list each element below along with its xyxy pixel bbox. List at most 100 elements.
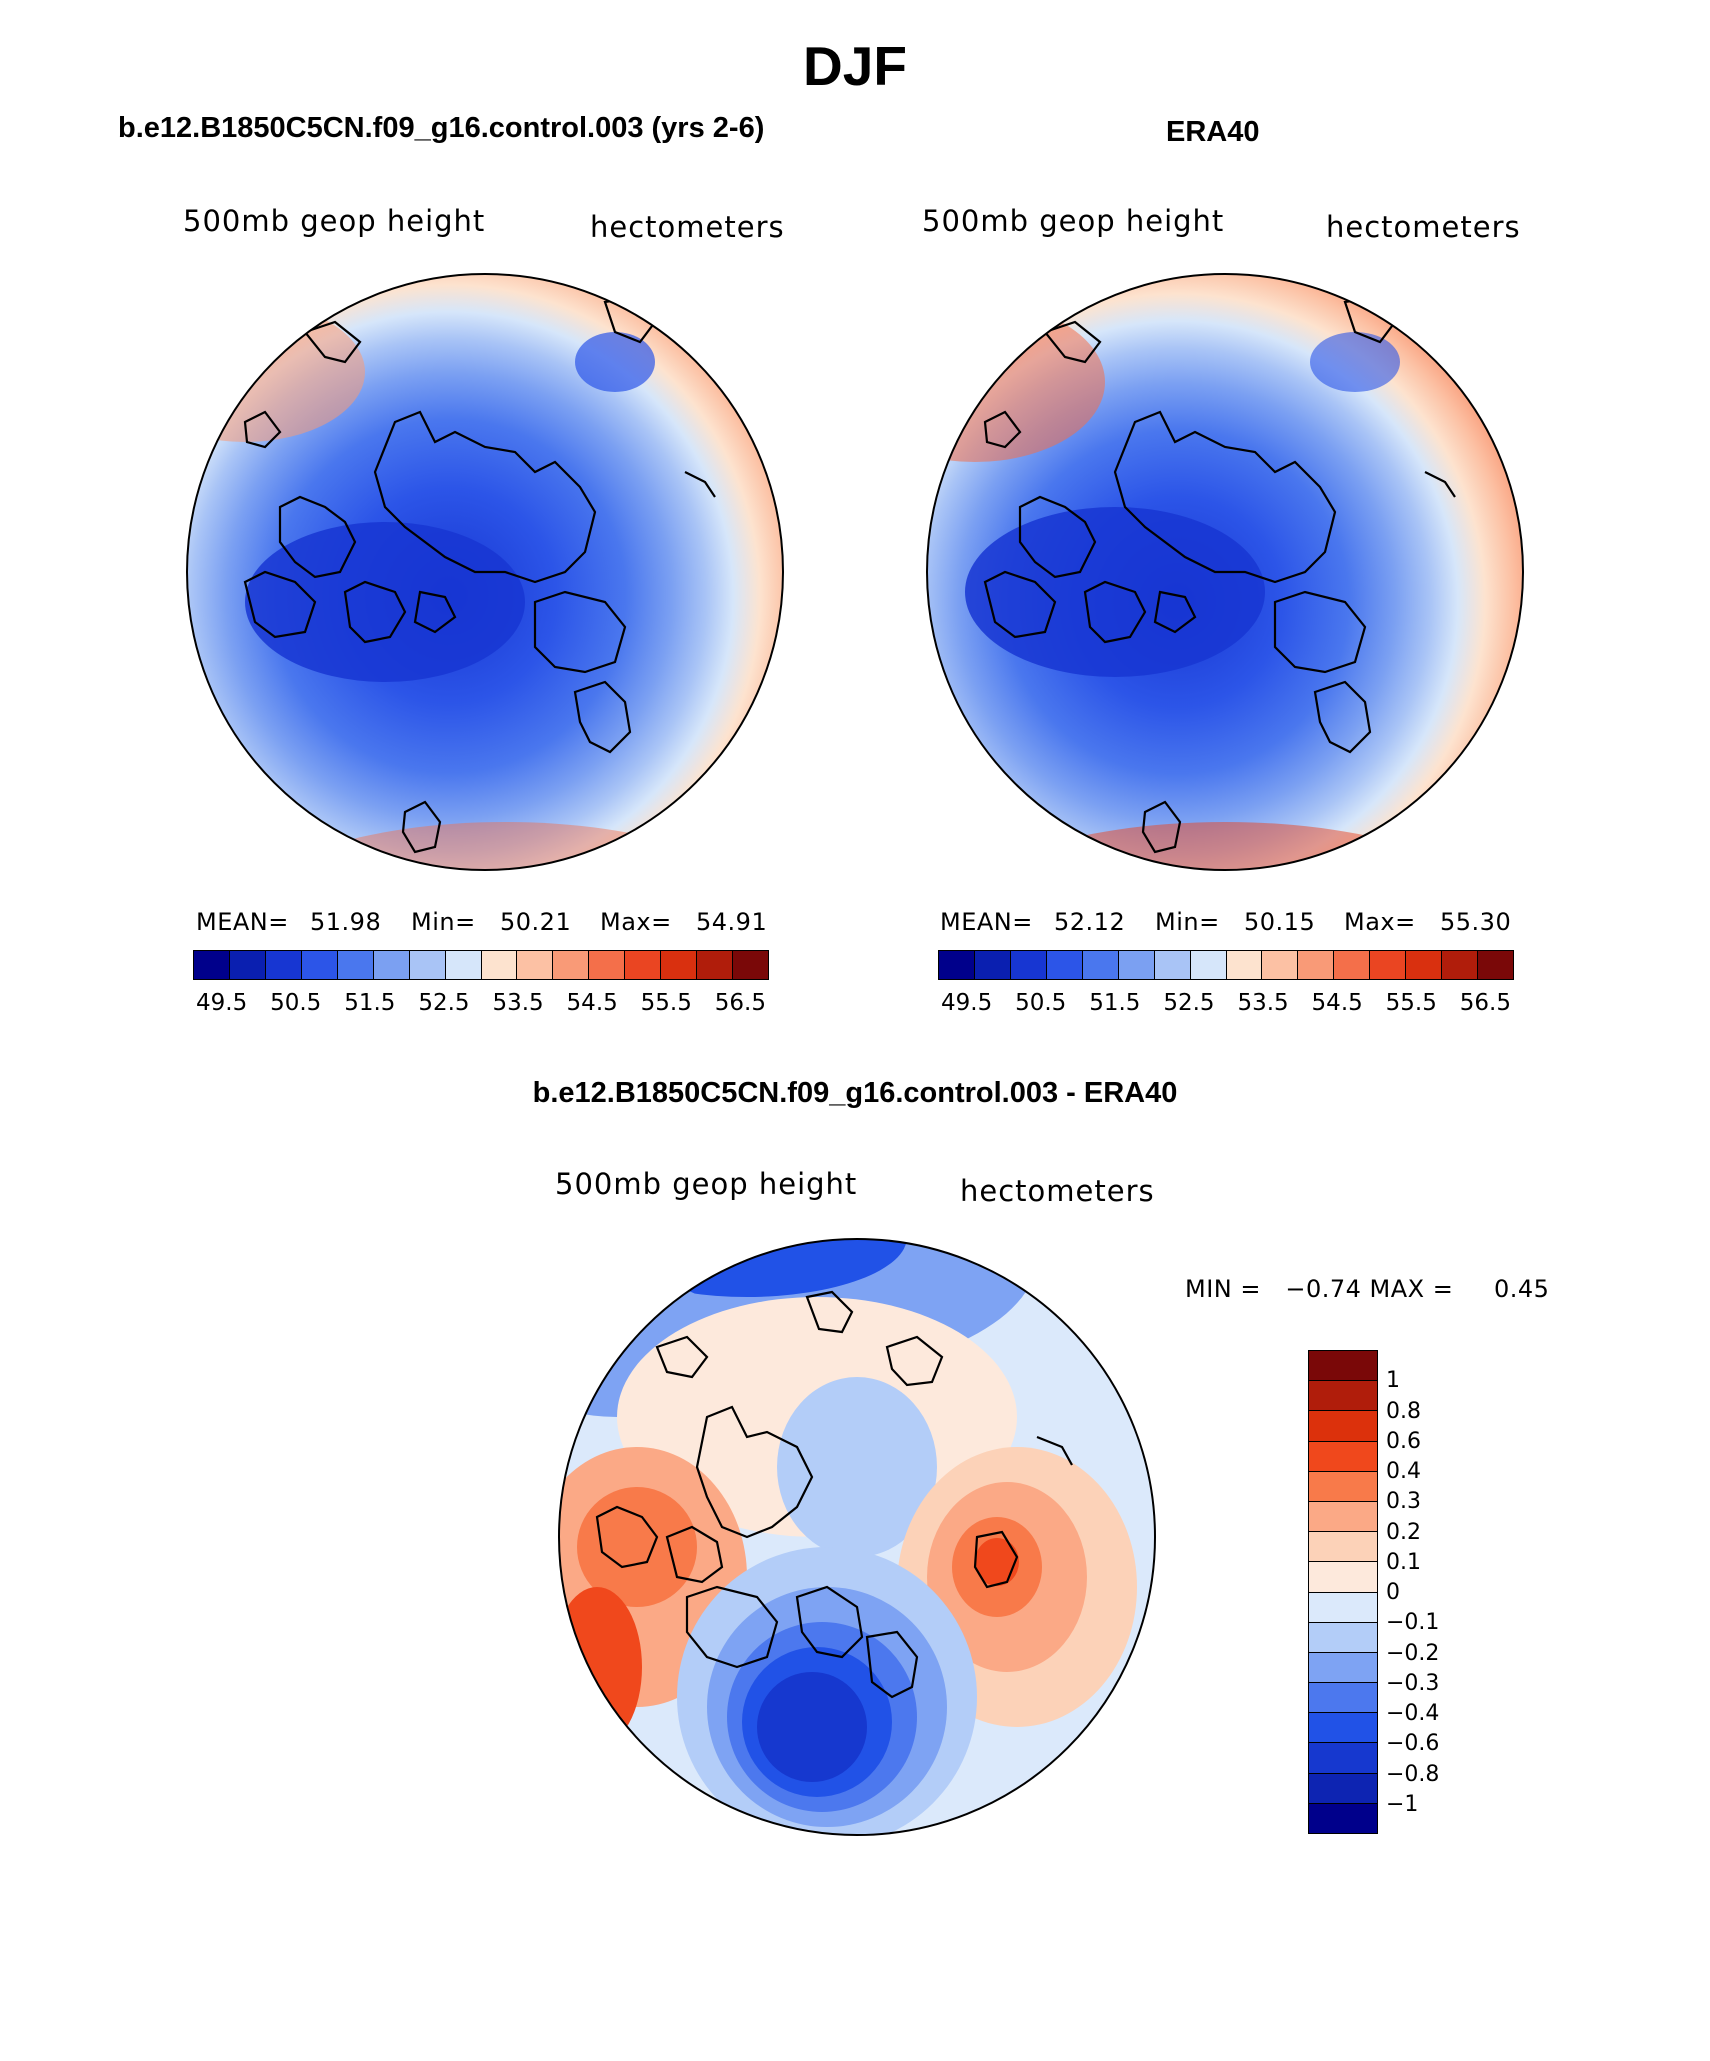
diff-colorbar-tick-label: −0.4 — [1386, 1701, 1440, 1726]
diff-colorbar-tick-label: 0.6 — [1386, 1428, 1421, 1454]
model-colorbar-tick-label: 52.5 — [418, 990, 470, 1016]
model-max-value: 54.91 — [696, 908, 768, 936]
obs-max-label: Max= — [1344, 908, 1416, 936]
obs-colorbar-swatch — [1406, 951, 1443, 979]
obs-colorbar-tick-label: 55.5 — [1385, 990, 1437, 1016]
diff-polar-map — [558, 1238, 1156, 1836]
obs-colorbar-tick-label: 56.5 — [1459, 990, 1511, 1016]
obs-polar-map — [926, 273, 1524, 871]
model-colorbar-tick-label: 49.5 — [196, 990, 248, 1016]
obs-colorbar-swatch — [1154, 951, 1191, 979]
diff-colorbar-tick-label: 0.3 — [1386, 1489, 1421, 1515]
diff-colorbar-tick-label: −0.3 — [1386, 1670, 1440, 1696]
diff-colorbar-swatch — [1309, 1652, 1377, 1684]
obs-max-value: 55.30 — [1440, 908, 1512, 936]
model-colorbar-swatch — [409, 951, 446, 979]
obs-min-label: Min= — [1155, 908, 1220, 936]
diff-colorbar-tick-label: −0.6 — [1386, 1731, 1440, 1757]
obs-colorbar-swatch — [1478, 951, 1513, 979]
model-colorbar-swatch — [194, 951, 230, 979]
model-colorbar-tick-label: 54.5 — [566, 990, 618, 1016]
obs-mean-value: 52.12 — [1054, 908, 1126, 936]
obs-colorbar-swatch — [1370, 951, 1407, 979]
diff-colorbar-swatch — [1309, 1441, 1377, 1472]
obs-units-label: hectometers — [1326, 210, 1521, 244]
obs-colorbar-tick-label: 54.5 — [1311, 990, 1363, 1016]
model-colorbar-tick-label: 55.5 — [640, 990, 692, 1016]
obs-colorbar-swatch — [1442, 951, 1479, 979]
model-colorbar-swatch — [661, 951, 698, 979]
model-colorbar-swatch — [265, 951, 302, 979]
diff-colorbar-tick-label: 0.1 — [1386, 1549, 1421, 1575]
model-polar-map — [186, 273, 784, 871]
model-max-label: Max= — [600, 908, 672, 936]
model-min-label: Min= — [411, 908, 476, 936]
obs-colorbar-swatch — [1118, 951, 1155, 979]
model-colorbar-swatch — [517, 951, 554, 979]
diff-field-label: 500mb geop height — [555, 1167, 858, 1201]
obs-colorbar-swatch — [974, 951, 1011, 979]
model-colorbar-ticks: 49.5 50.5 51.5 52.5 53.5 54.5 55.5 56.5 — [196, 990, 766, 1016]
model-colorbar-swatch — [733, 951, 768, 979]
diff-colorbar-tick-label: −0.8 — [1386, 1761, 1440, 1787]
model-colorbar-swatch — [445, 951, 482, 979]
model-colorbar-swatch — [697, 951, 734, 979]
model-colorbar-tick-label: 50.5 — [270, 990, 322, 1016]
obs-panel-heading: ERA40 — [1166, 116, 1260, 148]
model-colorbar-swatch — [337, 951, 374, 979]
obs-colorbar-swatch — [1082, 951, 1119, 979]
obs-colorbar-swatch — [1046, 951, 1083, 979]
obs-colorbar-swatch — [1262, 951, 1299, 979]
obs-colorbar-swatch — [1226, 951, 1263, 979]
obs-colorbar-ticks: 49.5 50.5 51.5 52.5 53.5 54.5 55.5 56.5 — [941, 990, 1511, 1016]
model-colorbar-swatch — [481, 951, 518, 979]
diff-colorbar-tick-label: −0.2 — [1386, 1640, 1440, 1666]
model-colorbar-tick-label: 53.5 — [492, 990, 544, 1016]
model-mean-value: 51.98 — [310, 908, 382, 936]
diff-colorbar-swatch — [1309, 1683, 1377, 1714]
diff-colorbar-tick-label: 0.8 — [1386, 1398, 1421, 1424]
obs-field-label: 500mb geop height — [922, 204, 1225, 238]
diff-colorbar-swatch — [1309, 1562, 1377, 1593]
diff-colorbar — [1308, 1350, 1378, 1834]
diff-colorbar-swatch — [1309, 1592, 1377, 1623]
model-colorbar-tick-label: 51.5 — [344, 990, 396, 1016]
obs-colorbar-tick-label: 49.5 — [941, 990, 993, 1016]
diff-minmax-label: MIN = −0.74 MAX = 0.45 — [1185, 1275, 1550, 1303]
diff-colorbar-tick-label: 1 — [1386, 1368, 1400, 1394]
model-colorbar-swatch — [625, 951, 662, 979]
obs-colorbar-swatch — [1334, 951, 1371, 979]
model-mean-label: MEAN= — [196, 908, 289, 936]
diff-colorbar-swatch — [1309, 1501, 1377, 1533]
obs-colorbar-tick-label: 52.5 — [1163, 990, 1215, 1016]
model-colorbar — [193, 950, 769, 980]
diff-colorbar-swatch — [1309, 1773, 1377, 1804]
diff-panel-heading: b.e12.B1850C5CN.f09_g16.control.003 - ER… — [532, 1077, 1178, 1109]
diff-units-label: hectometers — [960, 1174, 1155, 1208]
obs-colorbar-swatch — [939, 951, 975, 979]
obs-mean-label: MEAN= — [940, 908, 1033, 936]
model-colorbar-swatch — [373, 951, 410, 979]
obs-colorbar-swatch — [1298, 951, 1335, 979]
model-min-value: 50.21 — [500, 908, 572, 936]
diff-colorbar-tick-label: −0.1 — [1386, 1610, 1440, 1636]
model-panel-heading: b.e12.B1850C5CN.f09_g16.control.003 (yrs… — [118, 112, 765, 144]
obs-colorbar-tick-label: 53.5 — [1237, 990, 1289, 1016]
obs-colorbar-swatch — [1010, 951, 1047, 979]
diff-colorbar-tick-label: −1 — [1386, 1791, 1419, 1817]
diff-colorbar-swatch — [1309, 1351, 1377, 1382]
obs-colorbar-tick-label: 50.5 — [1015, 990, 1067, 1016]
model-colorbar-swatch — [301, 951, 338, 979]
model-field-label: 500mb geop height — [183, 204, 486, 238]
obs-colorbar — [938, 950, 1514, 980]
model-colorbar-swatch — [229, 951, 266, 979]
obs-colorbar-swatch — [1190, 951, 1227, 979]
model-units-label: hectometers — [590, 210, 785, 244]
obs-min-value: 50.15 — [1244, 908, 1316, 936]
model-colorbar-tick-label: 56.5 — [714, 990, 766, 1016]
model-colorbar-swatch — [589, 951, 626, 979]
diff-colorbar-tick-label: 0.2 — [1386, 1519, 1421, 1545]
diff-colorbar-swatch — [1309, 1411, 1377, 1442]
diff-colorbar-swatch — [1309, 1803, 1377, 1833]
diff-colorbar-swatch — [1309, 1743, 1377, 1774]
